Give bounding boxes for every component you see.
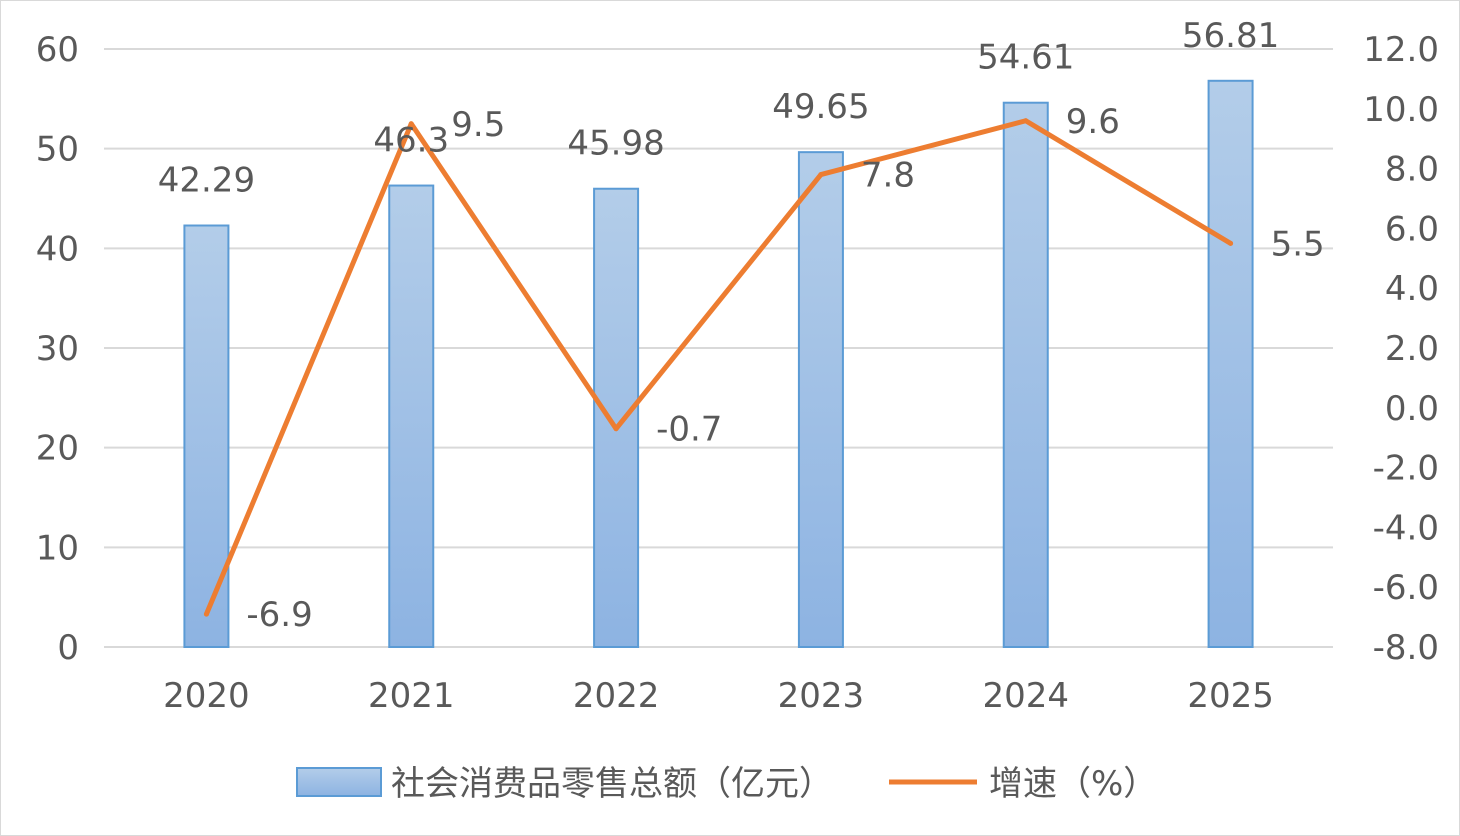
data-labels: 42.29 46.3 45.98 49.65 54.61 56.81 -6.9 9.5 -0.7…: [158, 16, 1325, 635]
line-data-label: 5.5: [1271, 224, 1325, 264]
bar-series: [183, 79, 1254, 649]
y-left-tick-label: 20: [36, 429, 79, 469]
growth-line: [203, 118, 1234, 617]
line-point: [203, 611, 209, 617]
x-tick-label: 2024: [982, 676, 1069, 716]
bar-data-label: 45.98: [567, 124, 664, 164]
y-left-tick-label: 60: [36, 30, 79, 70]
line-point: [613, 426, 619, 432]
y-left-tick-label: 0: [57, 628, 79, 668]
bar-data-label: 46.3: [373, 121, 449, 161]
x-tick-label: 2025: [1187, 676, 1274, 716]
x-tick-label: 2023: [778, 676, 865, 716]
y-right-tick-label: -4.0: [1373, 508, 1439, 548]
y-right-tick-label: 12.0: [1363, 30, 1439, 70]
gridlines: [104, 48, 1333, 648]
legend-label-line: 增速（%）: [989, 764, 1157, 804]
y-right-tick-label: 4.0: [1385, 269, 1439, 309]
y-right-tick-label: 6.0: [1385, 209, 1439, 249]
line-point: [1228, 240, 1234, 246]
x-tick-label: 2020: [163, 676, 250, 716]
x-tick-label: 2021: [368, 676, 455, 716]
bar: [593, 187, 640, 648]
bar-data-label: 56.81: [1182, 16, 1279, 56]
y-right-tick-label: 10.0: [1363, 90, 1439, 130]
axes: 0 10 20 30 40 50 60 -8.0 -6.0 -4.0 -2.0 0.0 2.0 4.0 6.…: [36, 30, 1439, 716]
line-series: [203, 118, 1234, 617]
bar: [183, 224, 230, 648]
bar: [797, 151, 844, 648]
line-point: [408, 121, 414, 127]
line-point: [818, 172, 824, 178]
y-left-tick-label: 10: [36, 528, 79, 568]
line-data-label: 9.6: [1066, 102, 1120, 142]
y-right-tick-label: -2.0: [1373, 449, 1439, 489]
y-left-tick-label: 50: [36, 130, 79, 170]
line-data-label: 9.5: [451, 105, 505, 145]
x-tick-label: 2022: [573, 676, 660, 716]
line-data-label: -6.9: [246, 595, 312, 635]
y-right-tick-label: -8.0: [1373, 628, 1439, 668]
bar: [388, 184, 435, 648]
y-right-tick-label: 2.0: [1385, 329, 1439, 369]
y-right-tick-label: -6.0: [1373, 568, 1439, 608]
legend-label-bar: 社会消费品零售总额（亿元）: [391, 764, 833, 804]
y-right-tick-label: 0.0: [1385, 389, 1439, 429]
bar-data-label: 54.61: [977, 38, 1074, 78]
bar-data-label: 42.29: [158, 161, 255, 201]
y-right-tick-label: 8.0: [1385, 150, 1439, 190]
legend: 社会消费品零售总额（亿元） 增速（%）: [296, 764, 1157, 804]
line-data-label: -0.7: [656, 410, 722, 450]
line-point: [1023, 118, 1029, 124]
y-left-tick-label: 30: [36, 329, 79, 369]
bar: [1002, 101, 1049, 648]
bar-data-label: 49.65: [772, 87, 869, 127]
line-data-label: 7.8: [861, 156, 915, 196]
y-left-tick-label: 40: [36, 229, 79, 269]
legend-swatch-bar: [296, 767, 382, 797]
bar: [1207, 79, 1254, 649]
